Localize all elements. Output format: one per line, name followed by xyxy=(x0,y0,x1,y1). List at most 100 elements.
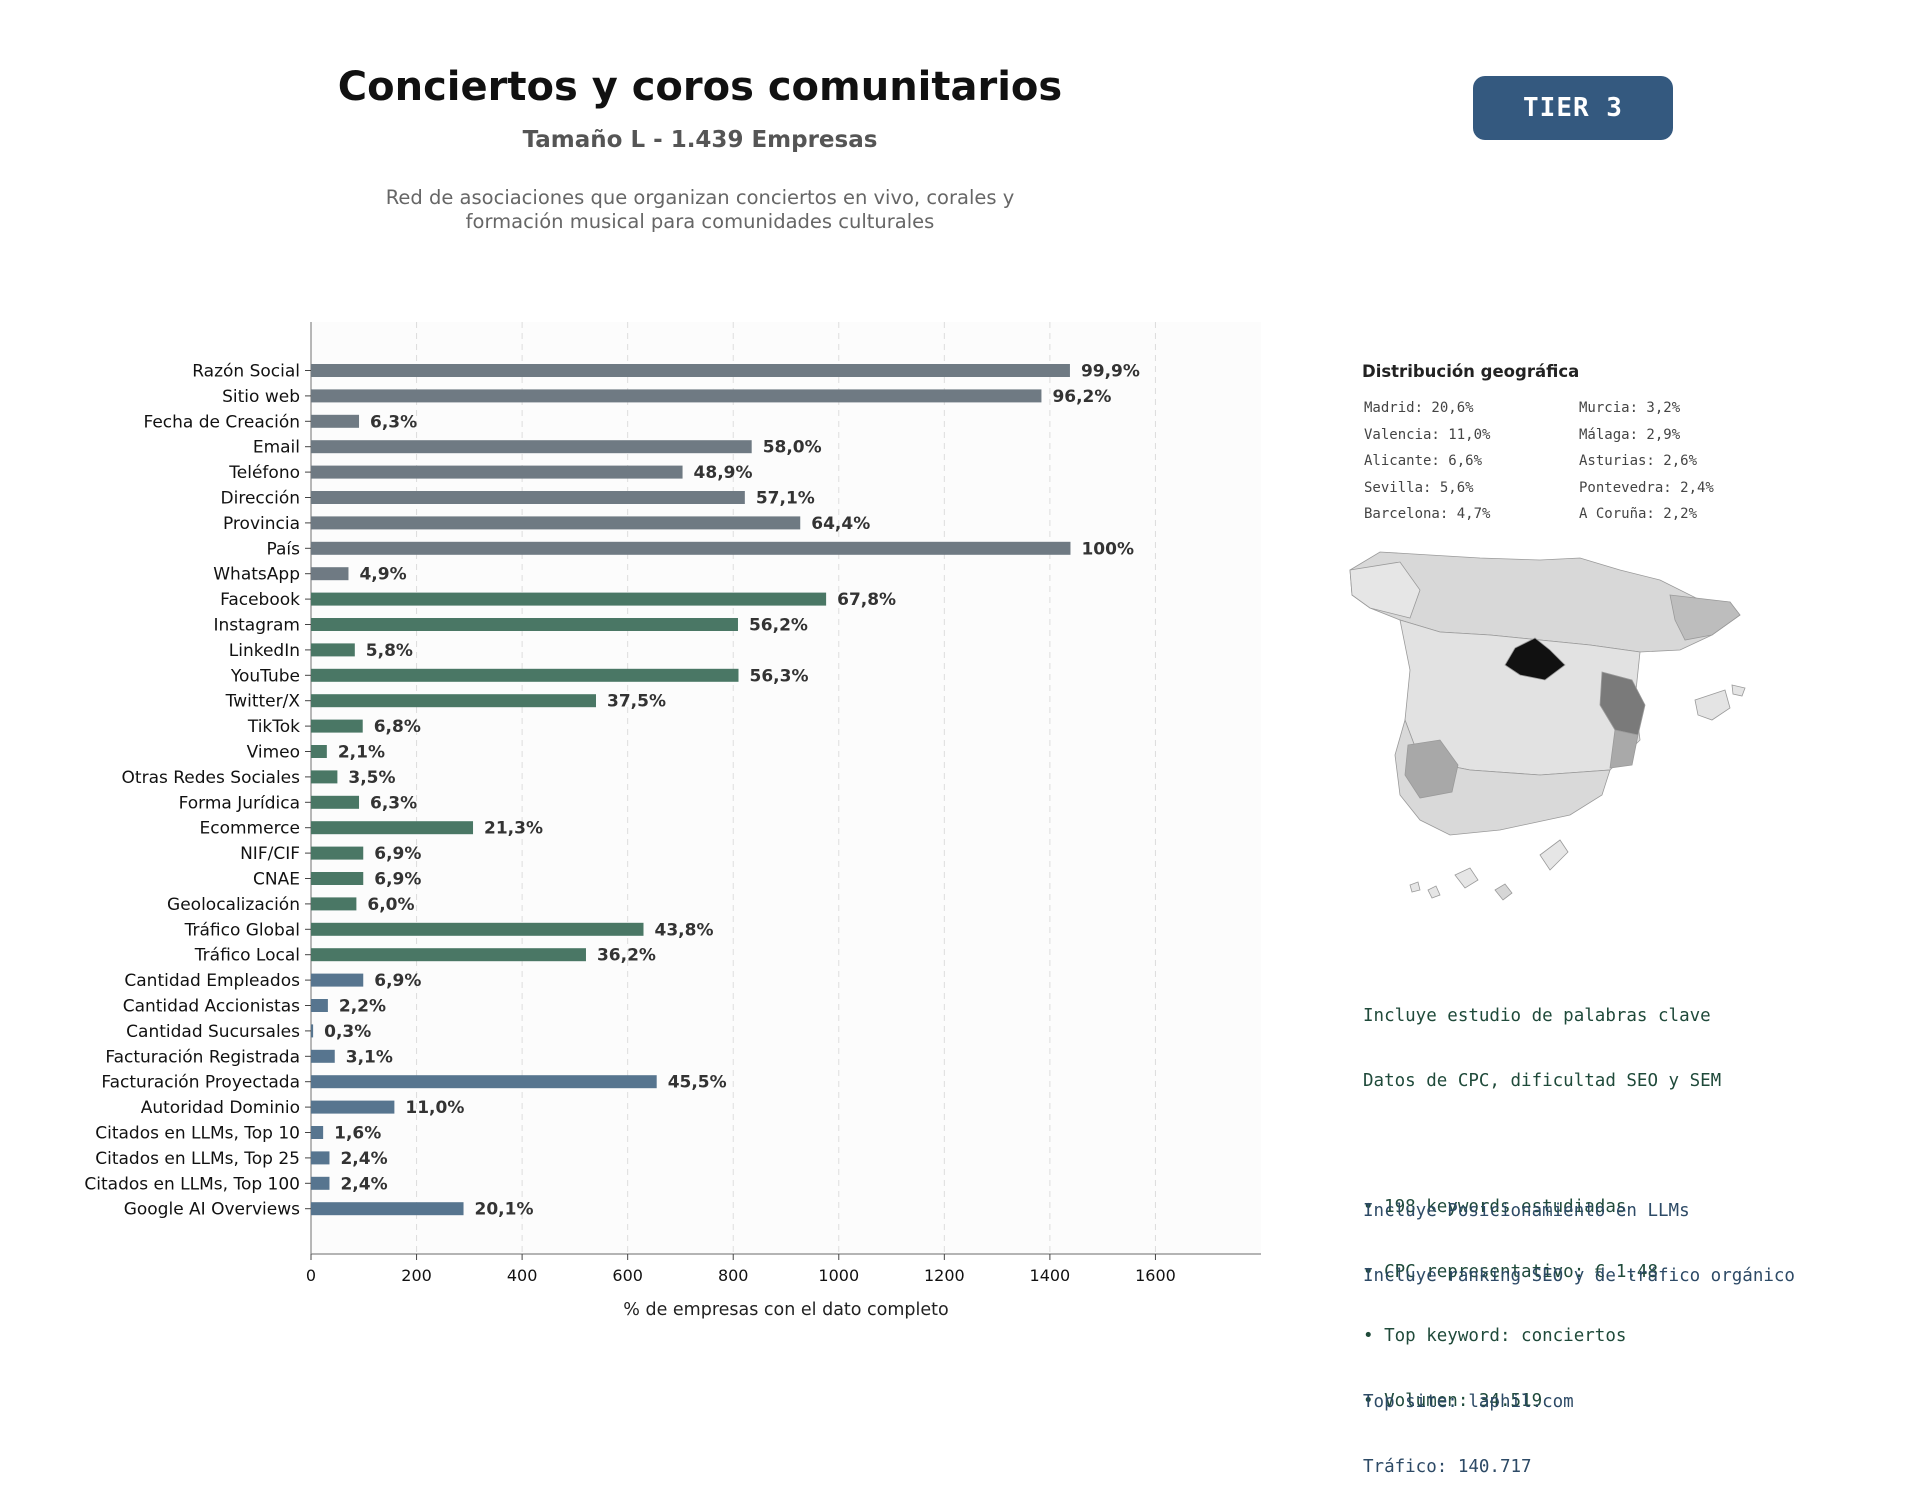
map-region-canary-3 xyxy=(1539,839,1569,871)
bar-value-label: 48,9% xyxy=(694,463,753,483)
geo-item: A Coruña: 2,2% xyxy=(1579,506,1698,522)
map-region-madrid xyxy=(1504,637,1566,681)
category-label: Forma Jurídica xyxy=(179,793,300,813)
category-label: Autoridad Dominio xyxy=(141,1098,300,1118)
bar xyxy=(311,821,474,835)
category-label: Citados en LLMs, Top 10 xyxy=(95,1124,300,1144)
bar xyxy=(311,618,738,631)
bar xyxy=(311,922,644,936)
bar xyxy=(311,1100,395,1114)
x-tick-label: 400 xyxy=(507,1266,538,1285)
x-tick-label: 0 xyxy=(306,1266,316,1285)
geo-item: Sevilla: 5,6% xyxy=(1364,479,1474,496)
category-label: Ecommerce xyxy=(200,819,301,839)
seo-line-1: Incluye estudio de palabras clave xyxy=(1363,1006,1711,1026)
bar xyxy=(311,491,745,504)
geo-list-right: Murcia: 3,2% Málaga: 2,9% Asturias: 2,6%… xyxy=(1579,400,1714,533)
bar xyxy=(311,592,827,606)
x-tick-label: 1600 xyxy=(1135,1266,1176,1285)
bar xyxy=(311,846,364,860)
bar-value-label: 37,5% xyxy=(607,692,666,712)
map-region-canary-1 xyxy=(1454,867,1479,889)
category-label: NIF/CIF xyxy=(240,844,300,864)
category-label: Sitio web xyxy=(222,387,300,407)
category-label: Twitter/X xyxy=(225,692,301,712)
category-label: Facturación Proyectada xyxy=(101,1073,300,1093)
spain-map xyxy=(1349,551,1746,901)
category-label: Tráfico Global xyxy=(184,920,300,940)
bar xyxy=(311,719,363,733)
llm-top-site: Top site: laphil.com xyxy=(1363,1392,1574,1412)
category-label: Citados en LLMs, Top 100 xyxy=(84,1174,300,1194)
category-label: Facturación Registrada xyxy=(105,1047,300,1067)
bar-value-label: 2,4% xyxy=(340,1174,387,1194)
map-region-balearic xyxy=(1694,689,1731,721)
bar xyxy=(311,973,364,987)
description: Red de asociaciones que organizan concie… xyxy=(300,186,1100,234)
bar xyxy=(311,999,328,1012)
bar-value-label: 56,2% xyxy=(749,616,808,636)
bar xyxy=(311,516,801,530)
bar xyxy=(311,364,1070,377)
bar-value-label: 67,8% xyxy=(837,590,896,610)
bar xyxy=(311,948,586,962)
map-region-alicante xyxy=(1609,729,1639,769)
bar-chart: 99,9% 96,2% 6,3% 58,0% 48,9%57,1% 64,4% 100% 4,… xyxy=(84,322,1261,1320)
bar-value-label: 6,8% xyxy=(374,717,421,737)
category-label: Teléfono xyxy=(228,463,300,483)
seo-bullet-top-keyword: • Top keyword: conciertos xyxy=(1363,1326,1627,1346)
x-tick-label: 1400 xyxy=(1030,1266,1071,1285)
bar xyxy=(311,465,683,479)
page-title: Conciertos y coros comunitarios xyxy=(337,64,1063,110)
category-label: Cantidad Accionistas xyxy=(123,997,300,1017)
tier-badge: TIER 3 xyxy=(1473,76,1673,140)
map-region-south xyxy=(1394,718,1611,836)
bar-value-label: 5,8% xyxy=(366,641,413,661)
geo-item: Barcelona: 4,7% xyxy=(1364,506,1491,522)
page-subtitle: Tamaño L - 1.439 Empresas xyxy=(522,127,878,153)
seo-bullet-cpc: • CPC representativo: € 1.48 xyxy=(1363,1261,1659,1282)
x-tick-label: 1000 xyxy=(818,1266,859,1285)
seo-bullet-volume: • Volumen: 34.519 xyxy=(1363,1390,1543,1411)
bar-value-label: 20,1% xyxy=(475,1200,534,1220)
category-label: Tráfico Local xyxy=(194,946,300,966)
category-label: Citados en LLMs, Top 25 xyxy=(95,1149,300,1169)
x-axis-label: % de empresas con el dato completo xyxy=(623,1300,948,1320)
bar-value-label: 58,0% xyxy=(763,438,822,458)
bar-value-label: 96,2% xyxy=(1052,387,1111,407)
category-label: LinkedIn xyxy=(229,641,300,661)
category-label: Email xyxy=(253,438,300,458)
category-label: WhatsApp xyxy=(213,565,300,585)
bar xyxy=(311,668,739,682)
bar xyxy=(311,1151,330,1165)
bar-value-label: 43,8% xyxy=(655,920,714,940)
bar-value-label: 21,3% xyxy=(484,819,543,839)
llm-info: Incluye Posicionamiento en LLMs Incluye … xyxy=(1363,1158,1795,1500)
geo-item: Alicante: 6,6% xyxy=(1364,453,1483,469)
bar xyxy=(311,770,338,784)
bar xyxy=(311,872,364,885)
map-region-canary-5 xyxy=(1409,881,1421,893)
geo-item: Asturias: 2,6% xyxy=(1579,453,1698,469)
geo-item: Madrid: 20,6% xyxy=(1364,400,1474,416)
map-region-canary-2 xyxy=(1494,883,1513,901)
bar xyxy=(311,414,360,428)
bar xyxy=(311,567,349,581)
geo-item: Murcia: 3,2% xyxy=(1579,400,1681,416)
bar xyxy=(311,694,596,708)
bar-value-label: 6,9% xyxy=(374,844,421,864)
bar-value-label: 6,9% xyxy=(374,870,421,890)
category-label: Fecha de Creación xyxy=(143,412,300,432)
category-label: Vimeo xyxy=(247,743,300,763)
bar-value-label: 4,9% xyxy=(359,565,406,585)
bar-value-label: 6,3% xyxy=(370,793,417,813)
bar-value-label: 6,3% xyxy=(370,412,417,432)
map-region-canary-4 xyxy=(1427,885,1441,899)
bar-value-label: 36,2% xyxy=(597,946,656,966)
bar-value-label: 100% xyxy=(1081,539,1134,559)
bar-value-label: 45,5% xyxy=(668,1073,727,1093)
geo-list-left: Madrid: 20,6% Valencia: 11,0% Alicante: … xyxy=(1364,400,1490,533)
bar-value-label: 6,9% xyxy=(374,971,421,991)
bar xyxy=(311,795,360,809)
seo-info: Incluye estudio de palabras clave Datos … xyxy=(1363,963,1721,1434)
